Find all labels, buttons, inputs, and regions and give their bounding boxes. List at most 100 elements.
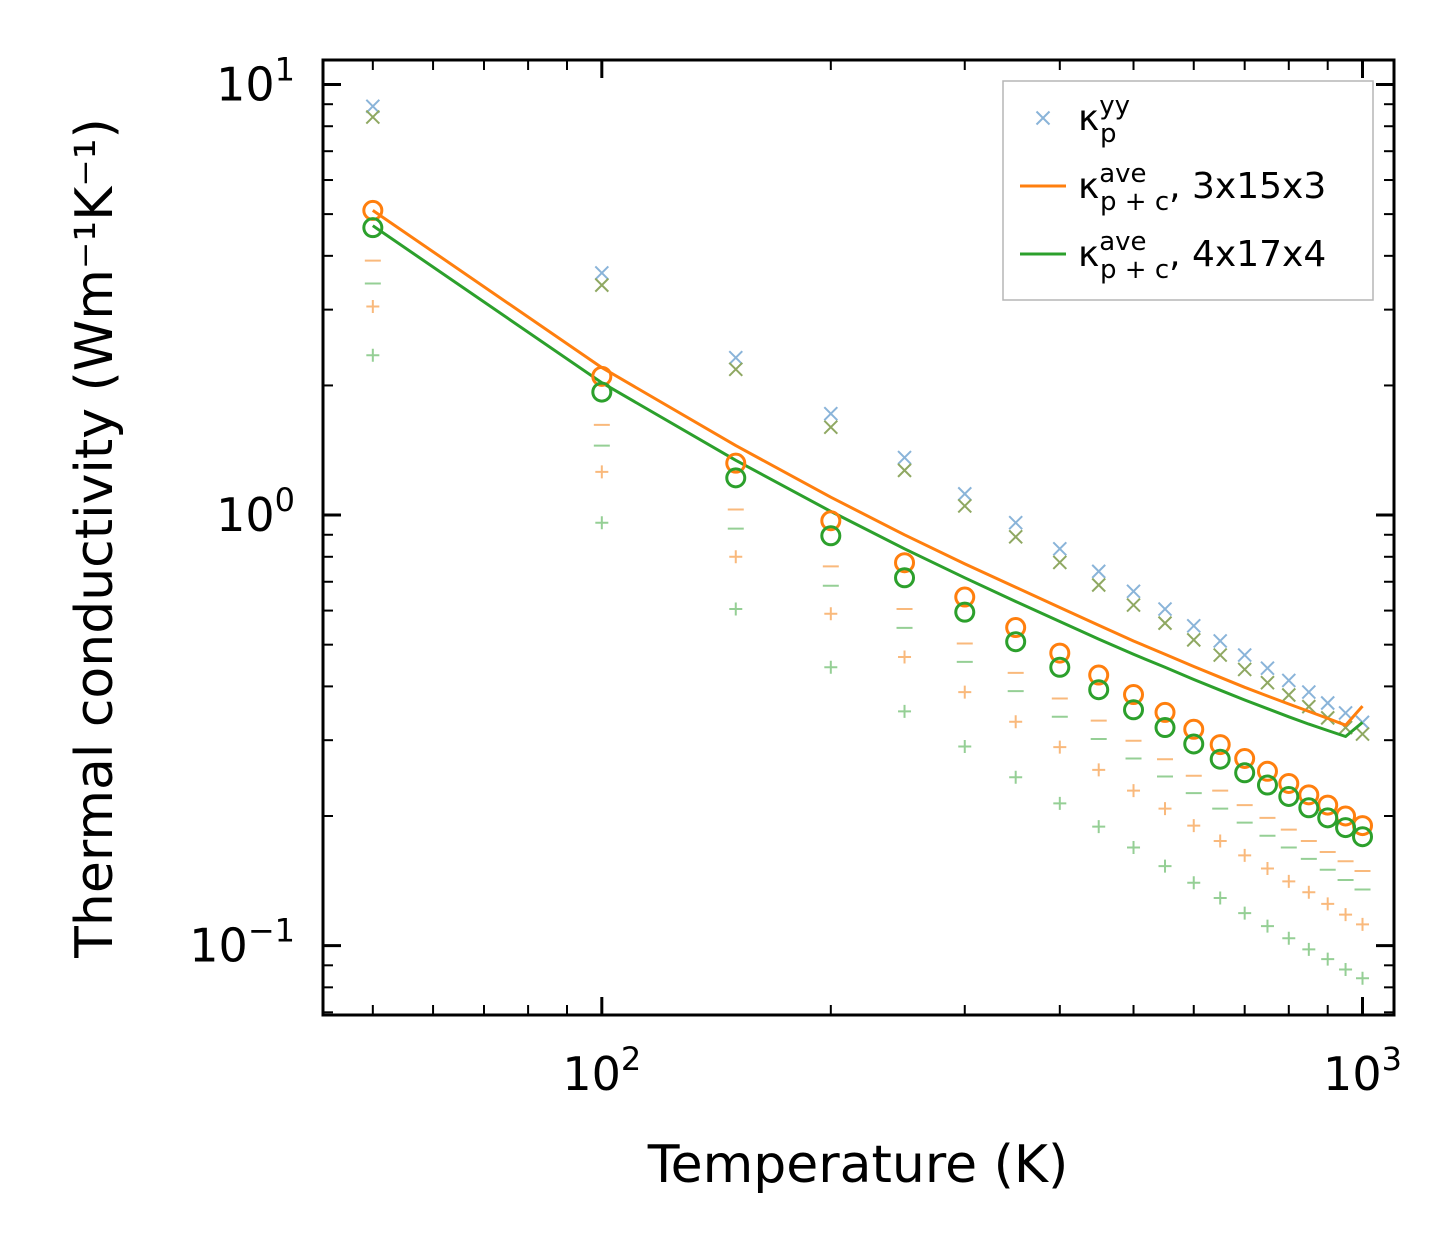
data-point xyxy=(1053,796,1067,810)
data-point xyxy=(1157,601,1173,617)
data-point xyxy=(1237,647,1252,663)
data-point xyxy=(1052,555,1068,570)
data-point xyxy=(594,277,610,293)
data-point xyxy=(1158,802,1172,816)
data-point xyxy=(725,467,747,489)
data-point xyxy=(1281,687,1296,703)
x-tick-label: 102 xyxy=(562,1040,641,1101)
data-point xyxy=(1123,699,1145,721)
data-point xyxy=(1317,807,1339,829)
series-kappa_minus_3x15x3 xyxy=(364,259,1371,873)
data-point xyxy=(1301,684,1317,700)
data-point xyxy=(1321,897,1335,911)
y-tick-label: 10−1 xyxy=(189,912,295,973)
data-point xyxy=(897,463,912,478)
data-point xyxy=(957,486,972,502)
legend: κyy p κave p + c, 3x15x3 κave p + c, 4x17x4 xyxy=(1002,80,1374,301)
data-point xyxy=(897,450,912,465)
data-point xyxy=(1352,826,1374,848)
data-point xyxy=(1320,695,1335,711)
data-point xyxy=(1187,819,1201,833)
series-kappa_plus_4x17x4 xyxy=(366,348,1370,985)
data-point xyxy=(1049,642,1071,664)
data-point xyxy=(823,406,839,421)
data-point xyxy=(1008,515,1023,530)
data-point xyxy=(1154,701,1176,723)
data-point xyxy=(1212,633,1228,649)
data-point xyxy=(1282,874,1296,888)
data-point xyxy=(1282,931,1296,945)
data-point xyxy=(1088,664,1110,686)
data-point xyxy=(1088,679,1110,701)
data-point xyxy=(1338,705,1353,721)
data-point xyxy=(1091,564,1106,579)
data-point xyxy=(898,650,912,664)
data-point xyxy=(1213,834,1227,848)
data-point xyxy=(1302,942,1316,956)
data-point xyxy=(1238,848,1252,862)
data-point xyxy=(362,217,384,239)
data-point xyxy=(1302,885,1316,899)
plot-frame xyxy=(321,58,1396,1017)
data-point xyxy=(1234,748,1256,770)
data-point xyxy=(894,552,916,574)
data-point xyxy=(1005,617,1027,639)
series-kappa_minus_4x17x4 xyxy=(364,282,1371,891)
data-point xyxy=(1355,726,1370,742)
legend-marker-swatch xyxy=(1035,110,1051,126)
x-axis-title: Temperature (K) xyxy=(647,1135,1069,1195)
series-line-kappa_pc_ave_4x17x4 xyxy=(371,224,1364,738)
data-point xyxy=(1052,541,1068,556)
data-point xyxy=(1009,715,1023,729)
data-point xyxy=(1339,908,1353,922)
series-line-kappa_pc_ave_3x15x3 xyxy=(371,209,1364,727)
y-tick-label: 100 xyxy=(216,481,295,542)
data-point xyxy=(366,348,380,362)
data-point xyxy=(1209,748,1231,770)
series-kappa_p_yy_3x15x3 xyxy=(365,99,1370,730)
data-point xyxy=(594,265,610,281)
data-point xyxy=(1238,906,1252,920)
data-point xyxy=(1298,797,1320,819)
data-point xyxy=(1260,675,1275,690)
series-kappa_pc_ave_4x17x4 xyxy=(371,224,1364,738)
minor-ticks xyxy=(323,60,1394,1015)
data-point xyxy=(957,498,972,514)
series-kappa_plus_3x15x3 xyxy=(366,300,1370,931)
data-point xyxy=(1278,772,1300,794)
tick-labels: 102 103 10−1 100 101 xyxy=(189,51,1402,1101)
data-point xyxy=(595,465,609,479)
data-point xyxy=(1005,631,1027,653)
data-point xyxy=(1256,760,1278,782)
data-point xyxy=(1008,529,1023,545)
series-kappa_pc_circle_3x15x3 xyxy=(362,199,1374,837)
data-point xyxy=(1260,919,1274,933)
data-point xyxy=(1123,684,1145,706)
data-point xyxy=(729,550,743,564)
data-point xyxy=(1281,673,1296,688)
y-tick-label: 101 xyxy=(216,51,295,112)
data-point xyxy=(954,586,976,608)
legend-frame xyxy=(1002,80,1374,301)
data-point xyxy=(898,704,912,718)
data-point xyxy=(824,607,838,621)
data-point xyxy=(1053,740,1067,754)
data-point xyxy=(958,740,972,754)
data-point xyxy=(1321,952,1335,966)
data-point xyxy=(1278,785,1300,807)
data-point xyxy=(591,365,613,387)
data-point xyxy=(591,381,613,403)
data-point xyxy=(728,362,743,377)
data-point xyxy=(1049,656,1071,678)
y-axis-title: Thermal conductivity (Wm⁻¹K⁻¹) xyxy=(65,118,125,959)
x-tick-label: 103 xyxy=(1323,1040,1402,1101)
data-point xyxy=(1260,862,1274,876)
data-point xyxy=(1157,615,1173,631)
data-point xyxy=(1091,577,1106,593)
data-point xyxy=(365,99,381,114)
data-point xyxy=(729,602,743,616)
data-point xyxy=(1256,774,1278,796)
data-point xyxy=(1356,917,1370,931)
